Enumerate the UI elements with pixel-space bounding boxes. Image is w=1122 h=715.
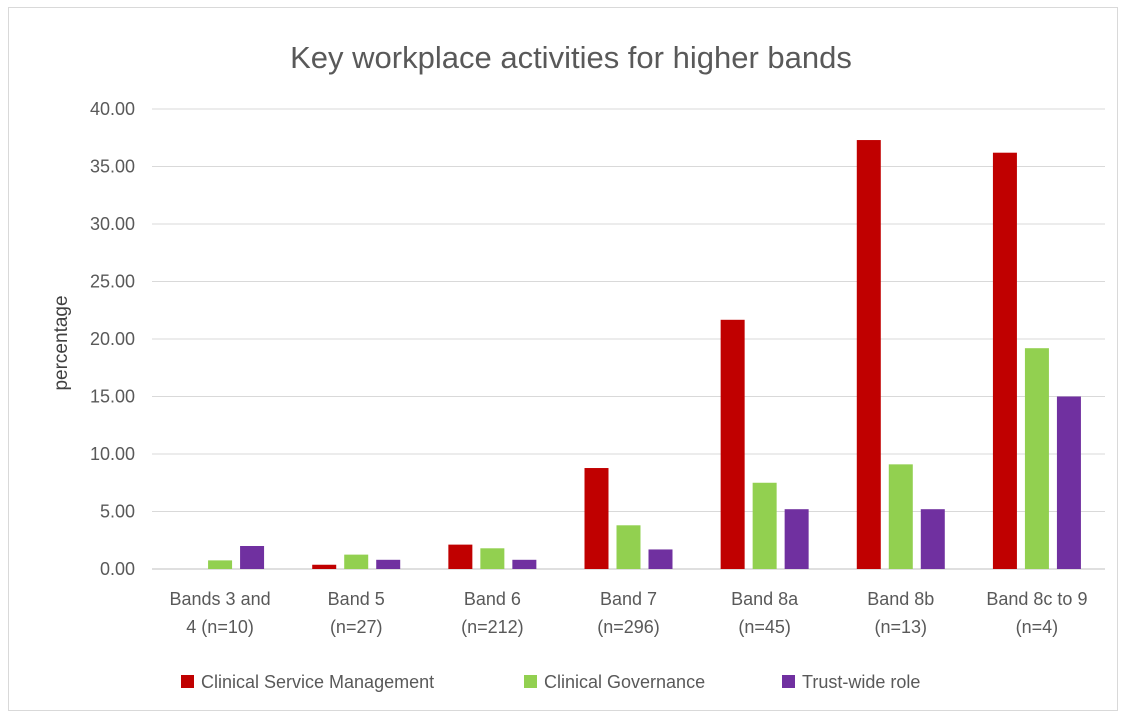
bar [720, 319, 745, 569]
x-category-label: (n=212) [461, 617, 524, 637]
gridlines [152, 108, 1105, 570]
chart-frame: Key workplace activities for higher band… [8, 7, 1118, 711]
chart-title: Key workplace activities for higher band… [290, 40, 852, 75]
bar-chart: Key workplace activities for higher band… [51, 40, 1105, 692]
y-tick-label: 40.00 [90, 99, 135, 119]
bar [480, 548, 505, 569]
x-category-label: (n=45) [738, 617, 791, 637]
x-category-label: (n=4) [1016, 617, 1059, 637]
legend-label: Trust-wide role [802, 672, 920, 692]
bar [344, 554, 369, 569]
x-category-label: (n=27) [330, 617, 383, 637]
bar [752, 482, 777, 569]
x-category-label: Band 8c to 9 [986, 589, 1087, 609]
y-tick-label: 15.00 [90, 387, 135, 407]
y-axis-ticks: 0.00 5.00 10.00 15.00 20.00 25.00 30.00 35.00 40… [90, 99, 135, 579]
x-category-label: Band 8a [731, 589, 799, 609]
legend-swatch [782, 675, 795, 688]
bar [648, 549, 673, 569]
y-tick-label: 30.00 [90, 214, 135, 234]
x-category-label: 4 (n=10) [186, 617, 254, 637]
y-tick-label: 0.00 [100, 559, 135, 579]
bar [1056, 396, 1081, 569]
x-category-label: Band 7 [600, 589, 657, 609]
bar [240, 546, 265, 569]
y-axis-title: percentage [51, 295, 72, 390]
bar [312, 564, 337, 569]
bar [992, 152, 1017, 569]
legend-label: Clinical Governance [544, 672, 705, 692]
x-category-label: Band 8b [867, 589, 934, 609]
legend-label: Clinical Service Management [201, 672, 434, 692]
bar [512, 559, 537, 569]
x-category-label: (n=296) [597, 617, 660, 637]
legend-swatch [181, 675, 194, 688]
bar [584, 468, 609, 569]
x-category-label: Band 5 [328, 589, 385, 609]
y-tick-label: 25.00 [90, 272, 135, 292]
legend-swatch [524, 675, 537, 688]
bar [784, 509, 809, 569]
y-tick-label: 20.00 [90, 329, 135, 349]
legend: Clinical Service Management Clinical Gove… [181, 672, 920, 692]
y-tick-label: 35.00 [90, 157, 135, 177]
x-category-label: Bands 3 and [170, 589, 271, 609]
bar [1024, 348, 1049, 569]
bar [856, 140, 881, 570]
x-category-label: (n=13) [875, 617, 928, 637]
x-category-label: Band 6 [464, 589, 521, 609]
bar [616, 525, 641, 569]
y-tick-label: 10.00 [90, 444, 135, 464]
y-tick-label: 5.00 [100, 502, 135, 522]
bars [208, 140, 1081, 570]
x-axis-labels: Bands 3 and 4 (n=10) Band 5 (n=27) Band 6 (n=… [170, 589, 1088, 637]
bar [208, 560, 233, 569]
bar [920, 509, 945, 569]
bar [376, 559, 401, 569]
bar [448, 544, 473, 569]
bar [888, 464, 913, 569]
